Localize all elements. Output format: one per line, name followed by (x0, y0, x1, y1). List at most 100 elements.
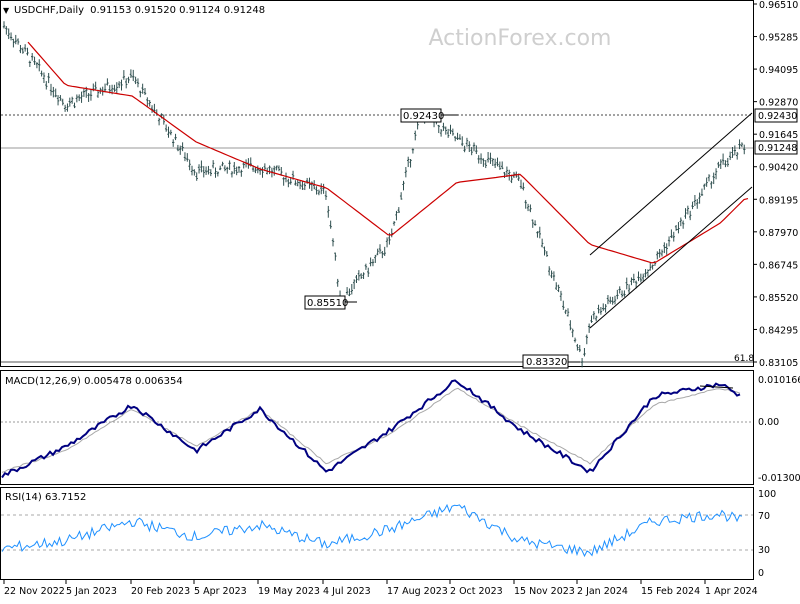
price-bar (691, 201, 694, 210)
price-bar (273, 165, 276, 176)
price-bar (7, 28, 10, 40)
price-bar (376, 248, 379, 256)
price-bar (404, 167, 408, 178)
price-bar (226, 166, 229, 174)
price-bar (381, 250, 384, 259)
price-bar (724, 160, 727, 168)
price-bar (679, 217, 682, 227)
price-bar (587, 323, 591, 333)
price-bar (437, 124, 440, 134)
price-bar (411, 148, 415, 154)
swing-high-label: 0.92430 (403, 111, 444, 122)
price-bar (526, 203, 530, 212)
price-bar (731, 147, 734, 158)
fib-label: 61.8 (734, 354, 754, 364)
price-bar (712, 172, 715, 185)
rsi-tick-70: 70 (758, 511, 770, 522)
price-bar (362, 272, 365, 280)
price-bar (223, 165, 227, 172)
swing-low-dec-box (522, 354, 569, 369)
price-bar (23, 44, 27, 52)
price-bar (707, 174, 711, 182)
rsi-tick-30: 30 (758, 545, 770, 556)
macd-panel-frame (0, 370, 754, 485)
macd-tick-bottom: -0.013006 (758, 473, 800, 484)
collapse-arrow-icon[interactable]: ▼ (3, 6, 10, 15)
price-bar (458, 134, 462, 140)
price-bar (157, 117, 161, 126)
price-bar (68, 97, 71, 107)
price-bar (56, 95, 60, 106)
price-bar (686, 205, 690, 215)
price-bar (374, 254, 377, 263)
rsi-line (1, 503, 743, 558)
price-bar (348, 288, 351, 297)
price-bar (26, 47, 29, 56)
price-bar (649, 262, 652, 271)
price-bar (113, 84, 116, 92)
price-bar (620, 290, 624, 298)
price-bar (743, 144, 746, 155)
x-axis-label: 1 Apr 2024 (705, 586, 758, 597)
swing-low-dec-label: 0.83320 (526, 357, 567, 368)
price-bar (183, 152, 187, 162)
swing-low-july-box (304, 295, 346, 310)
price-axis-label: 0.95285 (759, 33, 798, 44)
price-bar (479, 153, 483, 164)
price-bar (498, 161, 502, 170)
macd-panel-title: MACD(12,26,9) 0.005478 0.006354 (5, 376, 183, 387)
price-bar (54, 88, 57, 98)
price-bar (580, 357, 584, 368)
price-bar (2, 21, 6, 29)
price-bar (550, 270, 553, 279)
price-bar (364, 263, 368, 270)
price-bar (623, 290, 626, 297)
price-bar (597, 304, 600, 314)
price-axis-label: 0.87970 (759, 228, 798, 239)
price-bar (557, 284, 560, 293)
price-bar (49, 83, 53, 96)
price-bar (573, 337, 577, 343)
price-bar (209, 169, 212, 177)
price-bar (717, 161, 720, 168)
x-axis-label: 4 Jul 2023 (323, 586, 371, 597)
price-bar (181, 142, 184, 152)
price-bar (642, 273, 645, 281)
price-bar (399, 192, 403, 200)
price-bar (21, 47, 24, 54)
price-bar (315, 186, 318, 195)
price-bar (219, 165, 222, 171)
price-bar (501, 161, 504, 170)
price-bar (578, 344, 581, 353)
price-bar (618, 286, 621, 294)
price-bar (733, 145, 737, 156)
price-bar (277, 165, 281, 172)
price-bar (103, 83, 107, 93)
x-axis: 22 Nov 2022 5 Jan 2023 20 Feb 2023 5 Apr 20… (3, 580, 758, 597)
price-bar (19, 44, 22, 54)
x-axis-label: 20 Feb 2023 (131, 586, 190, 597)
price-bar (360, 273, 363, 279)
rsi-panel-frame (0, 487, 754, 580)
price-axis-label: 0.86745 (759, 260, 798, 271)
price-bar (555, 282, 558, 290)
price-bars (2, 21, 746, 368)
price-bar (663, 242, 666, 254)
price-bar (378, 244, 382, 254)
price-bar (73, 102, 76, 109)
price-bar (611, 296, 614, 305)
price-axis-label: 0.84295 (759, 325, 798, 336)
price-panel-title: USDCHF,Daily 0.91153 0.91520 0.91124 0.91… (14, 5, 265, 16)
price-bar (303, 182, 306, 191)
price-bar (470, 147, 473, 156)
price-panel-frame (0, 0, 754, 367)
price-bar (392, 221, 396, 226)
price-bar (552, 271, 556, 281)
price-bar (719, 159, 722, 169)
price-bar (383, 246, 386, 256)
price-bar (449, 124, 452, 135)
price-bar (115, 82, 118, 94)
price-bar (216, 171, 220, 177)
x-axis-label: 5 Jan 2023 (66, 586, 117, 597)
price-bar (125, 78, 128, 89)
